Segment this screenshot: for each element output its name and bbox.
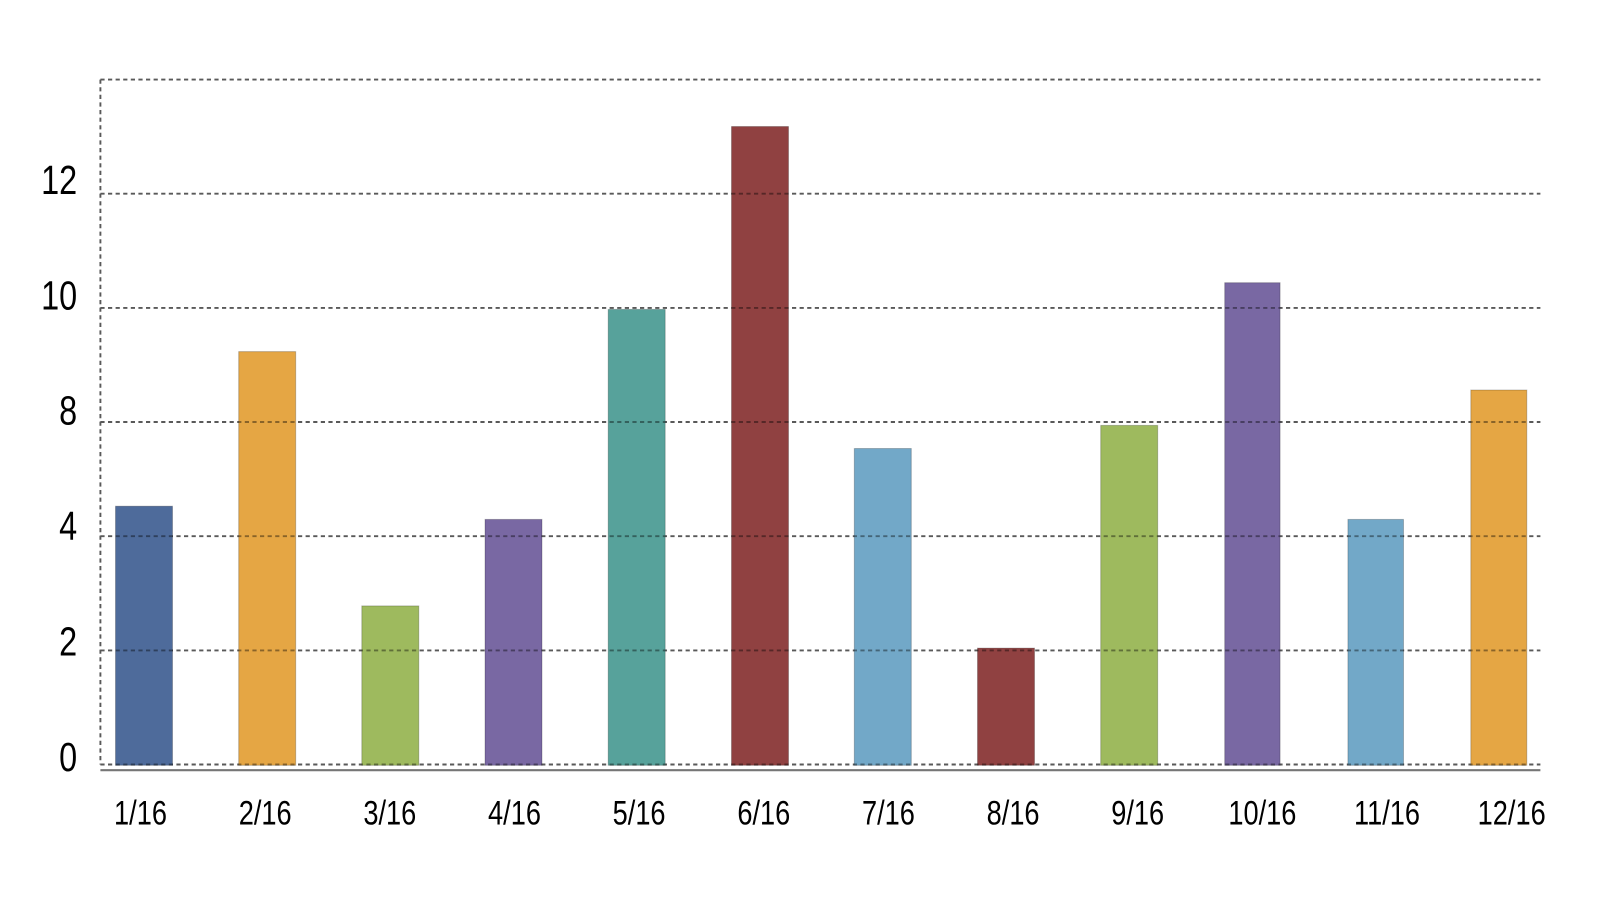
svg-text:7/16: 7/16: [862, 794, 915, 833]
svg-text:10: 10: [41, 273, 77, 318]
svg-text:11/16: 11/16: [1354, 794, 1420, 833]
svg-text:0: 0: [59, 734, 77, 779]
svg-text:3/16: 3/16: [363, 794, 416, 833]
svg-text:1/16: 1/16: [114, 794, 167, 833]
svg-text:10/16: 10/16: [1228, 794, 1296, 833]
svg-text:4/16: 4/16: [488, 794, 541, 833]
svg-text:8: 8: [59, 388, 77, 433]
svg-text:9/16: 9/16: [1111, 794, 1164, 833]
svg-text:12/16: 12/16: [1478, 794, 1546, 833]
svg-text:5/16: 5/16: [613, 794, 666, 833]
svg-text:8/16: 8/16: [987, 794, 1040, 833]
svg-text:12: 12: [41, 158, 77, 203]
svg-text:6/16: 6/16: [737, 794, 790, 833]
svg-text:4: 4: [59, 504, 77, 549]
svg-text:2: 2: [59, 619, 77, 664]
svg-text:2/16: 2/16: [239, 794, 292, 833]
